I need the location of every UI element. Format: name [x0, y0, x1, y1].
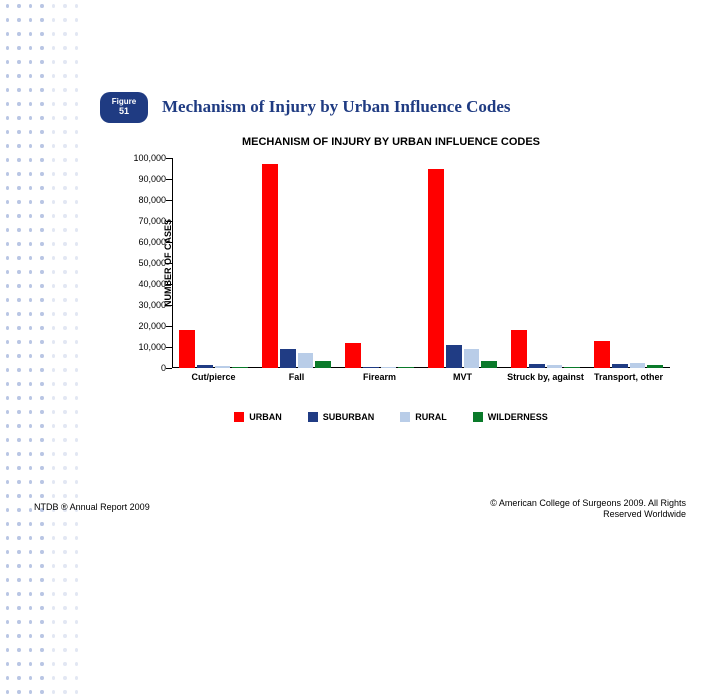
- bar: [315, 361, 331, 368]
- bar-groups: Cut/pierceFallFirearmMVTStruck by, again…: [172, 158, 670, 368]
- legend-label: SUBURBAN: [323, 412, 375, 422]
- figure-badge: Figure 51: [100, 92, 148, 123]
- category-label: Fall: [255, 372, 338, 382]
- page-title: Mechanism of Injury by Urban Influence C…: [162, 97, 511, 117]
- legend-label: WILDERNESS: [488, 412, 548, 422]
- legend-item: SUBURBAN: [308, 412, 375, 422]
- bar-group: Fall: [255, 158, 338, 368]
- badge-line2: 51: [110, 107, 138, 117]
- header: Figure 51 Mechanism of Injury by Urban I…: [100, 92, 511, 123]
- bar-group: MVT: [421, 158, 504, 368]
- bar: [594, 341, 610, 368]
- legend-swatch: [473, 412, 483, 422]
- footer-left: NTDB ® Annual Report 2009: [34, 502, 150, 512]
- legend-item: RURAL: [400, 412, 447, 422]
- plot-area: NUMBER OF CASES Cut/pierceFallFirearmMVT…: [172, 158, 670, 368]
- y-tick-label: 100,000: [116, 153, 166, 163]
- bar-group: Struck by, against: [504, 158, 587, 368]
- chart-title: MECHANISM OF INJURY BY URBAN INFLUENCE C…: [112, 136, 670, 148]
- footer-right: © American College of Surgeons 2009. All…: [466, 498, 686, 520]
- bar: [612, 364, 628, 368]
- legend-label: RURAL: [415, 412, 447, 422]
- bar: [262, 164, 278, 368]
- bar: [232, 367, 248, 368]
- bar: [529, 364, 545, 368]
- bar: [381, 367, 397, 368]
- bar: [280, 349, 296, 368]
- legend-swatch: [308, 412, 318, 422]
- y-tick-label: 0: [116, 363, 166, 373]
- bar: [446, 345, 462, 368]
- bar: [511, 330, 527, 368]
- bar-group: Cut/pierce: [172, 158, 255, 368]
- y-tick-label: 70,000: [116, 216, 166, 226]
- category-label: Transport, other: [587, 372, 670, 382]
- category-label: MVT: [421, 372, 504, 382]
- legend-label: URBAN: [249, 412, 282, 422]
- y-tick-label: 20,000: [116, 321, 166, 331]
- bar: [345, 343, 361, 368]
- bar: [647, 365, 663, 368]
- category-label: Struck by, against: [504, 372, 587, 382]
- bar: [630, 363, 646, 368]
- decor-dots: [0, 0, 78, 540]
- category-label: Cut/pierce: [172, 372, 255, 382]
- legend: URBAN SUBURBAN RURAL WILDERNESS: [112, 412, 670, 422]
- legend-swatch: [234, 412, 244, 422]
- y-tick-label: 80,000: [116, 195, 166, 205]
- y-tick-label: 40,000: [116, 279, 166, 289]
- legend-item: URBAN: [234, 412, 282, 422]
- bar: [398, 367, 414, 368]
- y-tick-label: 30,000: [116, 300, 166, 310]
- chart: MECHANISM OF INJURY BY URBAN INFLUENCE C…: [112, 136, 670, 436]
- category-label: Firearm: [338, 372, 421, 382]
- y-tick-label: 50,000: [116, 258, 166, 268]
- bar: [547, 365, 563, 368]
- bar: [481, 361, 497, 368]
- bar: [179, 330, 195, 368]
- bar: [197, 365, 213, 368]
- bar: [464, 349, 480, 368]
- y-tick-label: 60,000: [116, 237, 166, 247]
- bar-group: Firearm: [338, 158, 421, 368]
- bar: [428, 169, 444, 369]
- bar: [564, 367, 580, 368]
- bar-group: Transport, other: [587, 158, 670, 368]
- y-tick-label: 10,000: [116, 342, 166, 352]
- legend-item: WILDERNESS: [473, 412, 548, 422]
- bar: [298, 353, 314, 368]
- bar: [363, 367, 379, 368]
- bar: [215, 366, 231, 368]
- legend-swatch: [400, 412, 410, 422]
- y-tick-label: 90,000: [116, 174, 166, 184]
